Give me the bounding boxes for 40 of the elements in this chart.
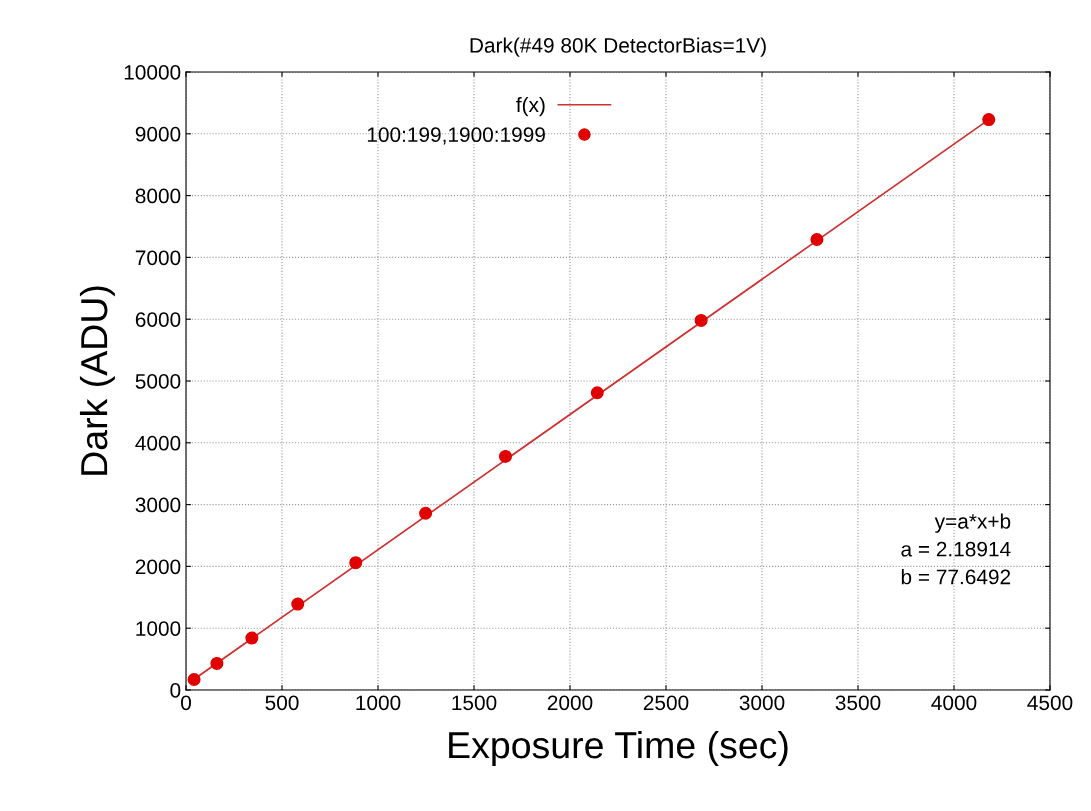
chart-title: Dark(#49 80K DetectorBias=1V) bbox=[470, 37, 766, 57]
y-tick-label: 0 bbox=[170, 683, 181, 698]
point bbox=[291, 597, 305, 611]
y-axis-title: Dark (ADU) bbox=[79, 286, 115, 475]
x-tick-label: 4500 bbox=[1027, 695, 1073, 711]
y-tick-label: 4000 bbox=[135, 435, 181, 451]
x-tick-label: 2500 bbox=[643, 695, 689, 711]
point bbox=[245, 631, 259, 645]
point bbox=[810, 232, 824, 246]
x-tick-label: 1500 bbox=[452, 695, 497, 711]
y-tick-label: 8000 bbox=[135, 188, 181, 204]
annotation: b = 77.6492 bbox=[901, 569, 1011, 585]
point bbox=[694, 313, 708, 327]
x-tick-label: 3500 bbox=[835, 695, 881, 711]
y-tick-label: 10000 bbox=[124, 65, 181, 80]
x-tick-label: 3000 bbox=[739, 695, 785, 711]
legend-label: f(x) bbox=[516, 96, 545, 117]
y-tick-label: 6000 bbox=[135, 312, 181, 327]
point bbox=[498, 449, 512, 463]
x-tick-label: 2000 bbox=[547, 695, 593, 711]
y-tick-label: 2000 bbox=[135, 559, 181, 575]
annotation: y=a*x+b bbox=[934, 513, 1011, 533]
y-tick-label: 1000 bbox=[136, 621, 181, 636]
x-axis-title: Exposure Time (sec) bbox=[449, 730, 788, 766]
y-tick-label: 5000 bbox=[135, 374, 181, 389]
x-tick-label: 1000 bbox=[356, 695, 401, 711]
y-tick-label: 3000 bbox=[135, 497, 181, 513]
point bbox=[419, 506, 433, 520]
legend-label: 100:199,1900:1999 bbox=[367, 127, 545, 145]
point bbox=[349, 556, 363, 570]
y-tick-label: 9000 bbox=[135, 126, 181, 142]
x-tick-label: 4000 bbox=[931, 695, 977, 711]
y-tick-label: 7000 bbox=[135, 250, 181, 266]
x-tick-label: 0 bbox=[181, 695, 191, 711]
point bbox=[590, 386, 604, 400]
point bbox=[982, 113, 996, 127]
annotation: a = 2.18914 bbox=[901, 541, 1011, 557]
point bbox=[210, 656, 224, 670]
x-tick-label: 500 bbox=[265, 695, 299, 711]
point bbox=[187, 672, 201, 686]
